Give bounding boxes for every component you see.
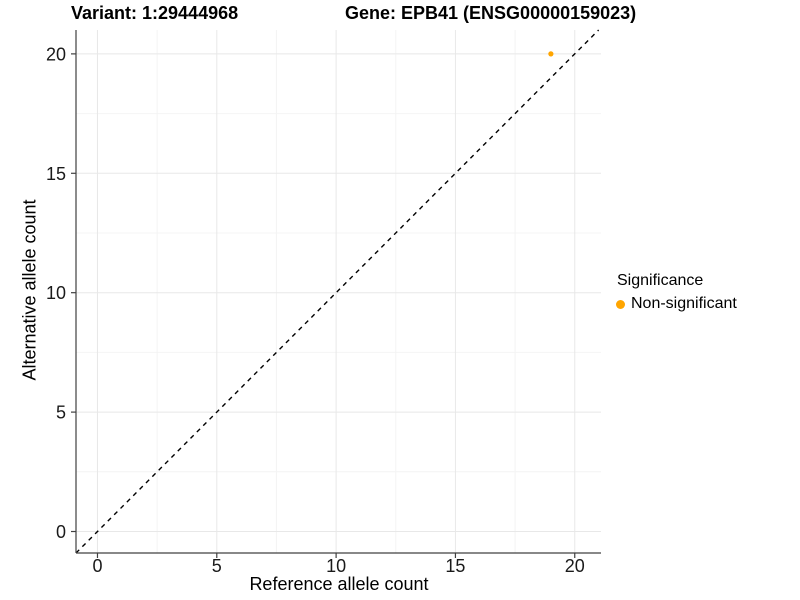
- x-axis-title: Reference allele count: [249, 574, 429, 594]
- y-tick-label: 5: [56, 403, 66, 423]
- y-tick-label: 10: [46, 283, 66, 303]
- x-tick-label: 5: [212, 556, 222, 576]
- panel-background: [76, 30, 601, 553]
- y-tick-label: 15: [46, 164, 66, 184]
- identity-line: [75, 29, 600, 554]
- legend-item-label: Non-significant: [631, 295, 737, 312]
- y-tick-label: 20: [46, 44, 66, 64]
- variant-title: Variant: 1:29444968: [71, 3, 239, 23]
- legend-item: Non-significant: [616, 295, 737, 313]
- x-tick-label: 20: [565, 556, 585, 576]
- legend-title: Significance: [617, 272, 704, 289]
- y-tick-label: 0: [56, 522, 66, 542]
- legend-marker-icon: [616, 299, 625, 309]
- data-point: [548, 51, 554, 57]
- x-tick-label: 0: [92, 556, 102, 576]
- legend: Significance Non-significant: [616, 272, 737, 313]
- y-axis-title: Alternative allele count: [19, 199, 40, 381]
- x-tick-label: 10: [326, 556, 346, 576]
- gene-title: Gene: EPB41 (ENSG00000159023): [345, 3, 637, 23]
- x-tick-label: 15: [445, 556, 465, 576]
